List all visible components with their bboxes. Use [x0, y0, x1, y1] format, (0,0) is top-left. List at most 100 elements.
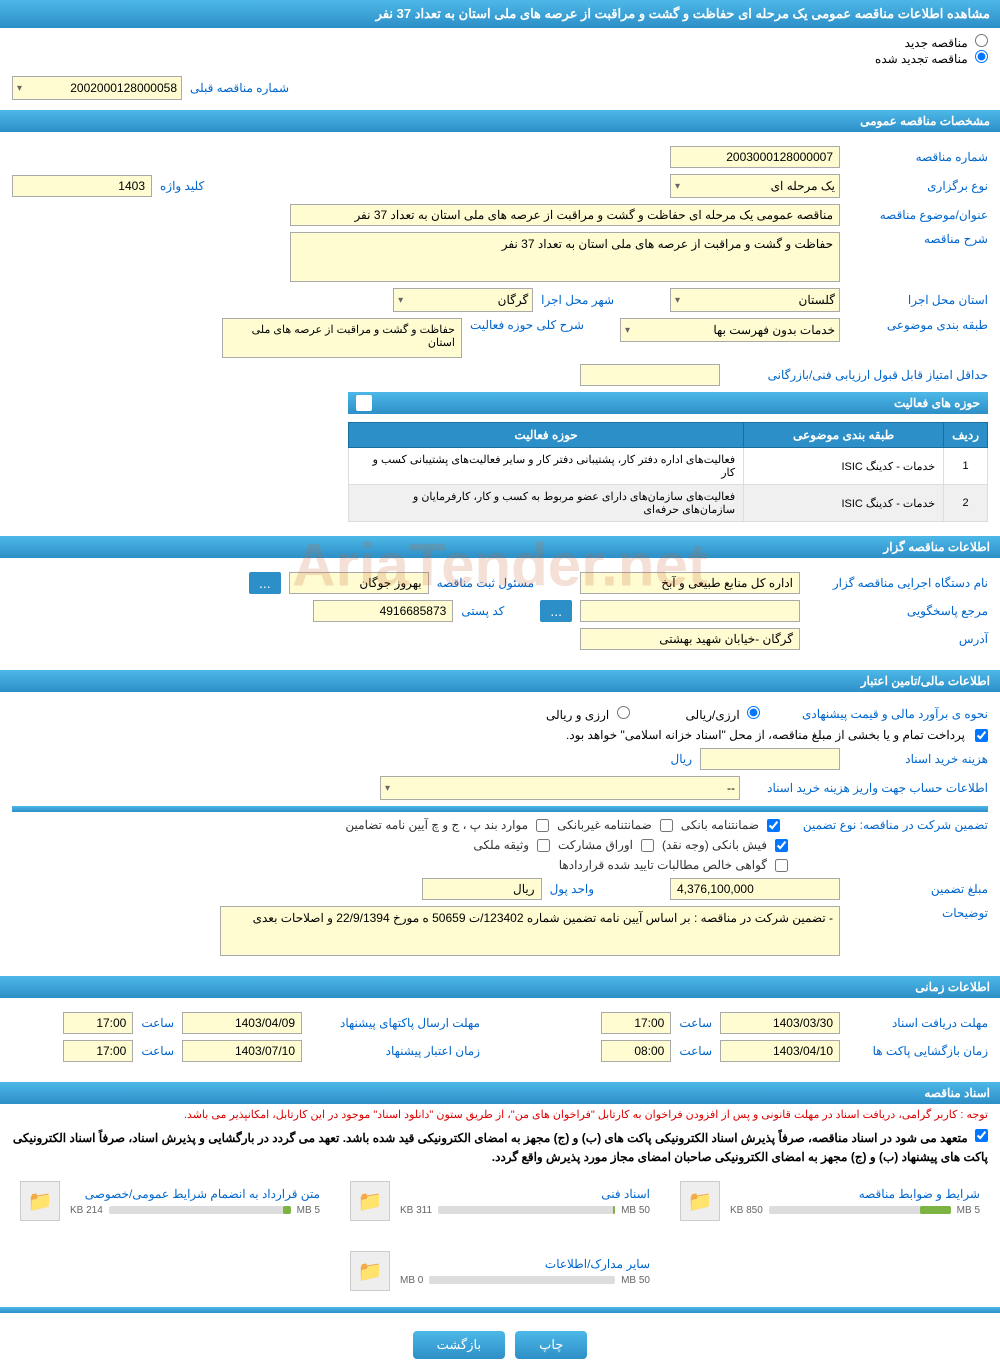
note-red: توجه : کاربر گرامی، دریافت اسناد در مهلت…	[0, 1104, 1000, 1125]
category-select[interactable]: خدمات بدون فهرست بها ▾	[620, 318, 840, 342]
min-score-label: حداقل امتیاز قابل قبول ارزیابی فنی/بازرگ…	[728, 368, 988, 382]
activity-desc-label: شرح کلی حوزه فعالیت	[470, 318, 584, 332]
documents-grid: شرایط و ضوابط مناقصه 5 MB 850 KB 📁 اسناد…	[0, 1171, 1000, 1301]
subject-label: عنوان/موضوع مناقصه	[848, 208, 988, 222]
chk-securities[interactable]	[641, 839, 654, 852]
min-score-field	[580, 364, 720, 386]
chk-bank-guarantee[interactable]	[767, 819, 780, 832]
account-select[interactable]: -- ▾	[380, 776, 740, 800]
chevron-down-icon: ▾	[625, 325, 630, 336]
radio-currency[interactable]: ارزی و ریالی	[546, 706, 630, 722]
doc-fee-label: هزینه خرید اسناد	[848, 752, 988, 766]
chk-cases[interactable]	[536, 819, 549, 832]
divider	[12, 806, 988, 812]
opening-time: 08:00	[601, 1040, 671, 1062]
col-row: ردیف	[944, 423, 988, 448]
contact-label: مرجع پاسخگویی	[808, 604, 988, 618]
page-title: مشاهده اطلاعات مناقصه عمومی یک مرحله ای …	[0, 0, 1000, 28]
amount-field: 4,376,100,000	[670, 878, 840, 900]
chk-certificate[interactable]	[775, 859, 788, 872]
account-label: اطلاعات حساب جهت واریز هزینه خرید اسناد	[748, 781, 988, 795]
commitment-checkbox[interactable]	[975, 1129, 988, 1142]
city-select[interactable]: گرگان ▾	[393, 288, 533, 312]
document-item[interactable]: متن قرارداد به انضمام شرایط عمومی/خصوصی …	[20, 1181, 320, 1221]
province-label: استان محل اجرا	[848, 293, 988, 307]
doc-deadline-label: مهلت دریافت اسناد	[848, 1016, 988, 1030]
treasury-note: پرداخت تمام و یا بخشی از مبلغ مناقصه، از…	[566, 728, 965, 742]
holding-type-label: نوع برگزاری	[848, 179, 988, 193]
chk-nonbank[interactable]	[660, 819, 673, 832]
doc-deadline-date: 1403/03/30	[720, 1012, 840, 1034]
tender-status-row: مناقصه جدید مناقصه تجدید شده	[0, 28, 1000, 72]
category-label: طبقه بندی موضوعی	[848, 318, 988, 332]
document-item[interactable]: اسناد فنی 50 MB 311 KB 📁	[350, 1181, 650, 1221]
doc-title: شرایط و ضوابط مناقصه	[730, 1187, 980, 1201]
folder-icon: 📁	[350, 1251, 390, 1291]
unit-field: ریال	[422, 878, 542, 900]
subject-field: مناقصه عمومی یک مرحله ای حفاظت و گشت و م…	[290, 204, 840, 226]
chevron-down-icon: ▾	[385, 783, 390, 794]
section-organizer: اطلاعات مناقصه گزار	[0, 536, 1000, 558]
folder-icon: 📁	[350, 1181, 390, 1221]
address-field: گرگان -خیابان شهید بهشتی	[580, 628, 800, 650]
chk-bank-receipt[interactable]	[775, 839, 788, 852]
doc-title: متن قرارداد به انضمام شرایط عمومی/خصوصی	[70, 1187, 320, 1201]
table-row: 2خدمات - کدینگ ISICفعالیت‌های سازمان‌های…	[349, 485, 988, 522]
collapse-icon[interactable]: ▴	[356, 395, 372, 411]
postal-label: کد پستی	[461, 604, 504, 618]
document-item[interactable]: سایر مدارک/اطلاعات 50 MB 0 MB 📁	[350, 1251, 650, 1291]
doc-deadline-time: 17:00	[601, 1012, 671, 1034]
doc-fee-field[interactable]	[700, 748, 840, 770]
remarks-field: - تضمین شرکت در مناقصه : بر اساس آیین نا…	[220, 906, 840, 956]
validity-time: 17:00	[63, 1040, 133, 1062]
prev-tender-select[interactable]: 2002000128000058 ▾	[12, 76, 182, 100]
note-black: متعهد می شود در اسناد مناقصه، صرفاً پذیر…	[13, 1131, 988, 1164]
back-button[interactable]: بازگشت	[413, 1331, 505, 1359]
validity-date: 1403/07/10	[182, 1040, 302, 1062]
guarantee-label: تضمین شرکت در مناقصه: نوع تضمین	[788, 818, 988, 832]
proposal-deadline-label: مهلت ارسال پاکتهای پیشنهاد	[310, 1016, 480, 1030]
activity-table: ردیف طبقه بندی موضوعی حوزه فعالیت 1خدمات…	[348, 422, 988, 522]
address-label: آدرس	[808, 632, 988, 646]
radio-new[interactable]: مناقصه جدید	[905, 36, 988, 50]
tender-no-label: شماره مناقصه	[848, 150, 988, 164]
section-timing: اطلاعات زمانی	[0, 976, 1000, 998]
treasury-checkbox[interactable]	[975, 729, 988, 742]
desc-field: حفاظت و گشت و مراقبت از عرصه های ملی است…	[290, 232, 840, 282]
chk-property[interactable]	[537, 839, 550, 852]
city-label: شهر محل اجرا	[541, 293, 614, 307]
contact-field	[580, 600, 800, 622]
amount-label: مبلغ تضمین	[848, 882, 988, 896]
tender-no-field: 2003000128000007	[670, 146, 840, 168]
keyword-label: کلید واژه	[160, 179, 204, 193]
rial-unit: ریال	[670, 752, 692, 766]
activity-table-header: حوزه های فعالیت ▴	[348, 392, 988, 414]
col-activity: حوزه فعالیت	[349, 423, 744, 448]
remarks-label: توضیحات	[848, 906, 988, 920]
validity-label: زمان اعتبار پیشنهاد	[310, 1044, 480, 1058]
folder-icon: 📁	[680, 1181, 720, 1221]
reg-officer-field: بهروز جوگان	[289, 572, 429, 594]
unit-label: واحد پول	[550, 882, 594, 896]
section-financial: اطلاعات مالی/تامین اعتبار	[0, 670, 1000, 692]
holding-type-select[interactable]: یک مرحله ای ▾	[670, 174, 840, 198]
postal-field: 4916685873	[313, 600, 453, 622]
keyword-field: 1403	[12, 175, 152, 197]
activity-desc-field: حفاظت و گشت و مراقبت از عرصه های ملی است…	[222, 318, 462, 358]
proposal-deadline-time: 17:00	[63, 1012, 133, 1034]
more-button[interactable]: ...	[249, 572, 281, 594]
province-select[interactable]: گلستان ▾	[670, 288, 840, 312]
radio-rial[interactable]: ارزی/ریالی	[686, 706, 760, 722]
reg-officer-label: مسئول ثبت مناقصه	[437, 576, 534, 590]
chevron-down-icon: ▾	[675, 181, 680, 192]
more-button[interactable]: ...	[540, 600, 572, 622]
desc-label: شرح مناقصه	[848, 232, 988, 246]
doc-title: اسناد فنی	[400, 1187, 650, 1201]
document-item[interactable]: شرایط و ضوابط مناقصه 5 MB 850 KB 📁	[680, 1181, 980, 1221]
exec-label: نام دستگاه اجرایی مناقصه گزار	[808, 576, 988, 590]
folder-icon: 📁	[20, 1181, 60, 1221]
radio-renewed[interactable]: مناقصه تجدید شده	[875, 52, 988, 66]
opening-date: 1403/04/10	[720, 1040, 840, 1062]
print-button[interactable]: چاپ	[515, 1331, 587, 1359]
estimate-label: نحوه ی برآورد مالی و قیمت پیشنهادی	[768, 707, 988, 721]
